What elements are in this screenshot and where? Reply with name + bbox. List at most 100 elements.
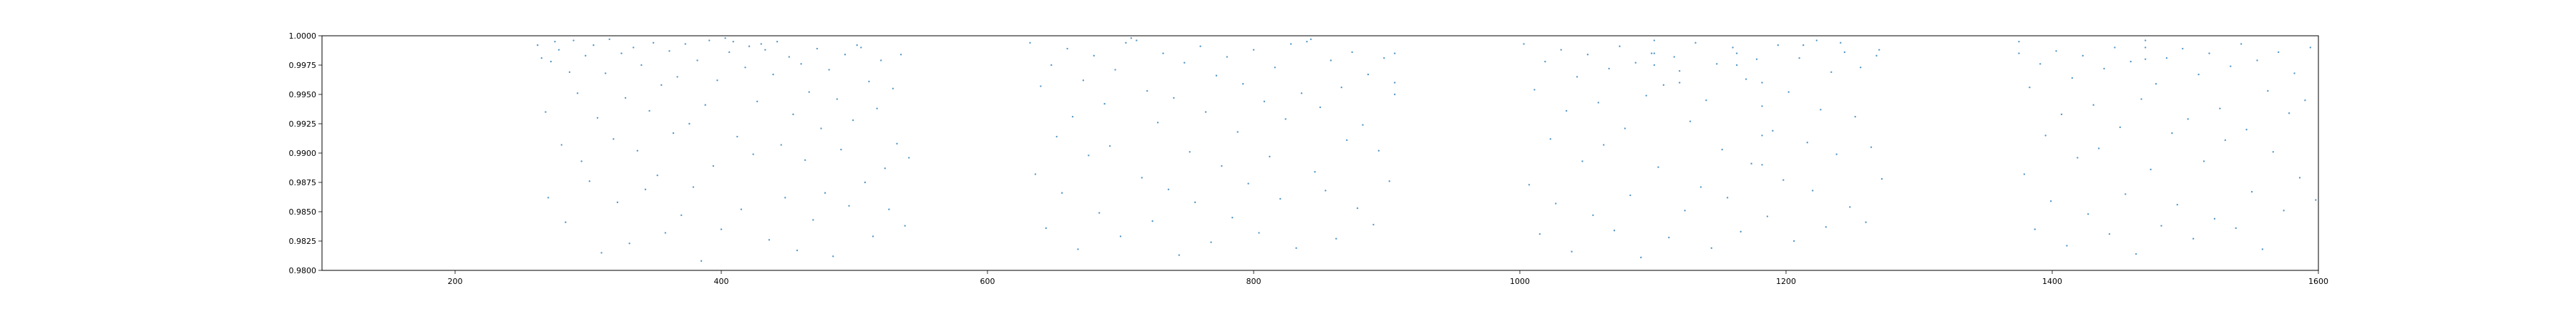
- data-point: [2240, 43, 2243, 45]
- data-point: [1356, 207, 1359, 210]
- x-tick-label: 200: [448, 277, 463, 286]
- data-point: [1226, 56, 1229, 58]
- data-point: [899, 54, 902, 56]
- data-point: [732, 41, 734, 43]
- data-point: [640, 64, 643, 67]
- data-point: [1306, 41, 1308, 43]
- data-point: [1383, 57, 1385, 59]
- data-point: [2092, 104, 2094, 106]
- data-point: [864, 181, 867, 184]
- data-point: [1130, 37, 1133, 39]
- data-point: [2071, 77, 2074, 79]
- data-point: [2129, 60, 2132, 63]
- data-point: [1673, 56, 1675, 58]
- data-point: [554, 41, 556, 43]
- data-point: [2135, 252, 2137, 255]
- data-point: [892, 87, 894, 90]
- data-point: [712, 165, 715, 167]
- data-point: [2176, 203, 2179, 206]
- data-point: [904, 225, 906, 227]
- data-point: [704, 104, 706, 106]
- data-point: [1820, 109, 1822, 111]
- data-point: [1761, 164, 1763, 166]
- data-point: [1657, 166, 1659, 168]
- data-point: [692, 186, 695, 188]
- data-point: [1699, 186, 1702, 188]
- data-point: [557, 49, 560, 51]
- data-points: [537, 37, 2317, 263]
- data-point: [1029, 41, 1031, 44]
- data-point: [1679, 70, 1681, 72]
- data-point: [1146, 89, 1148, 92]
- data-point: [816, 47, 819, 50]
- data-point: [1362, 124, 1364, 126]
- data-point: [796, 249, 799, 252]
- data-point: [1740, 230, 1742, 233]
- data-point: [1289, 43, 1292, 45]
- data-point: [860, 46, 862, 49]
- x-tick-label: 600: [980, 277, 995, 286]
- data-point: [2066, 245, 2068, 247]
- data-point: [585, 54, 587, 57]
- data-point: [1761, 82, 1763, 84]
- data-point: [1732, 46, 1734, 49]
- data-point: [1082, 79, 1085, 82]
- data-point: [768, 239, 771, 241]
- data-point: [1284, 118, 1287, 120]
- data-point: [784, 197, 786, 199]
- data-point: [720, 228, 723, 230]
- data-point: [2124, 193, 2127, 195]
- data-point: [788, 56, 791, 58]
- data-point: [2044, 134, 2046, 137]
- data-point: [812, 219, 814, 221]
- data-point: [1634, 62, 1637, 64]
- data-point: [872, 235, 874, 237]
- data-point: [1034, 173, 1037, 175]
- data-point: [1705, 99, 1707, 102]
- data-point: [1167, 188, 1170, 191]
- data-point: [2171, 132, 2173, 134]
- data-point: [724, 37, 726, 39]
- data-point: [1236, 131, 1239, 133]
- data-point: [848, 205, 850, 207]
- data-point: [1650, 52, 1653, 54]
- y-tick-label: 0.9925: [289, 119, 317, 129]
- data-point: [824, 192, 826, 194]
- data-point: [1849, 206, 1851, 208]
- data-point: [1835, 153, 1838, 155]
- data-point: [1812, 190, 1814, 192]
- data-point: [2018, 52, 2020, 54]
- data-point: [624, 97, 627, 99]
- data-point: [1624, 127, 1626, 129]
- data-point: [1565, 109, 1568, 112]
- data-point: [1324, 190, 1327, 192]
- data-point: [1367, 73, 1370, 76]
- y-tick-label: 0.9900: [289, 149, 317, 158]
- data-point: [1597, 102, 1599, 104]
- data-point: [1560, 49, 1562, 51]
- data-point: [1613, 230, 1616, 232]
- data-point: [1830, 71, 1833, 74]
- data-point: [888, 208, 890, 210]
- data-point: [1252, 49, 1255, 51]
- data-point: [1880, 177, 1883, 180]
- data-point: [1388, 180, 1390, 182]
- data-point: [1335, 237, 1337, 240]
- data-point: [568, 71, 571, 74]
- data-point: [1088, 154, 1090, 157]
- data-point: [2145, 46, 2147, 49]
- data-point: [1346, 139, 1348, 142]
- data-point: [1093, 54, 1096, 57]
- data-point: [684, 43, 686, 45]
- data-point: [2202, 160, 2205, 162]
- data-point: [756, 100, 758, 103]
- data-point: [540, 57, 543, 59]
- data-point: [1372, 223, 1375, 226]
- data-point: [744, 67, 746, 69]
- data-point: [1136, 39, 1138, 41]
- data-point: [1538, 232, 1541, 235]
- x-tick-label: 1200: [1776, 277, 1796, 286]
- data-point: [1151, 220, 1153, 222]
- data-point: [2267, 89, 2269, 92]
- data-point: [2304, 99, 2306, 102]
